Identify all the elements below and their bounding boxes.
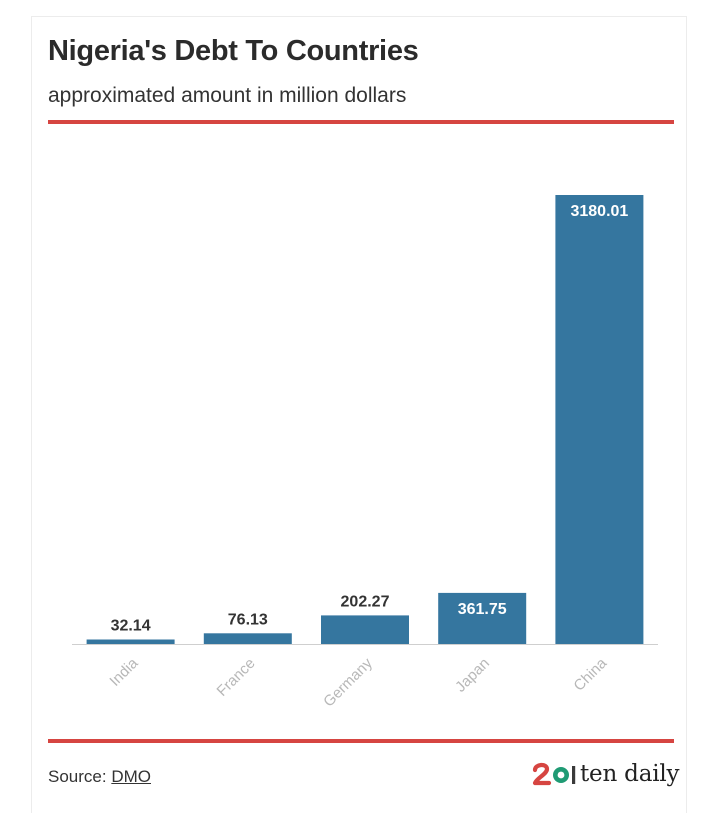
x-tick-label-japan: Japan bbox=[452, 655, 493, 696]
bar-india bbox=[86, 639, 175, 644]
value-label-japan: 361.75 bbox=[458, 601, 507, 618]
chart-subtitle: approximated amount in million dollars bbox=[48, 84, 407, 107]
value-label-france: 76.13 bbox=[228, 611, 268, 628]
x-tick-label-germany: Germany bbox=[320, 654, 376, 710]
source-link[interactable]: DMO bbox=[111, 767, 151, 786]
bar-chart: 32.14 76.13 202.27 361.75 3180.01 India Franc… bbox=[72, 195, 658, 710]
value-label-germany: 202.27 bbox=[341, 593, 390, 610]
value-labels-layer: 32.14 76.13 202.27 361.75 3180.01 bbox=[111, 203, 629, 634]
x-tick-label-india: India bbox=[106, 654, 141, 689]
brand-logo[interactable]: ten daily bbox=[532, 757, 680, 791]
source-note: Source: DMO bbox=[48, 767, 151, 787]
bar-japan bbox=[438, 592, 527, 644]
x-tick-label-france: France bbox=[214, 655, 259, 700]
bar-france bbox=[203, 633, 292, 644]
value-label-india: 32.14 bbox=[111, 617, 151, 634]
chart-title: Nigeria's Debt To Countries bbox=[48, 35, 419, 67]
bars-layer bbox=[86, 195, 644, 644]
bar-germany bbox=[321, 615, 409, 644]
source-label: Source: bbox=[48, 767, 107, 786]
x-axis-ticks-layer: India France Germany Japan China bbox=[106, 654, 610, 710]
chart-card: Nigeria's Debt To Countries approximated… bbox=[31, 16, 687, 813]
brand-name: ten daily bbox=[580, 761, 680, 787]
x-tick-label-china: China bbox=[570, 654, 610, 694]
title-divider bbox=[48, 120, 674, 124]
footer-divider bbox=[48, 739, 674, 743]
value-label-china: 3180.01 bbox=[570, 203, 628, 220]
bar-china bbox=[555, 195, 644, 644]
brand-mark-icon bbox=[532, 762, 576, 786]
